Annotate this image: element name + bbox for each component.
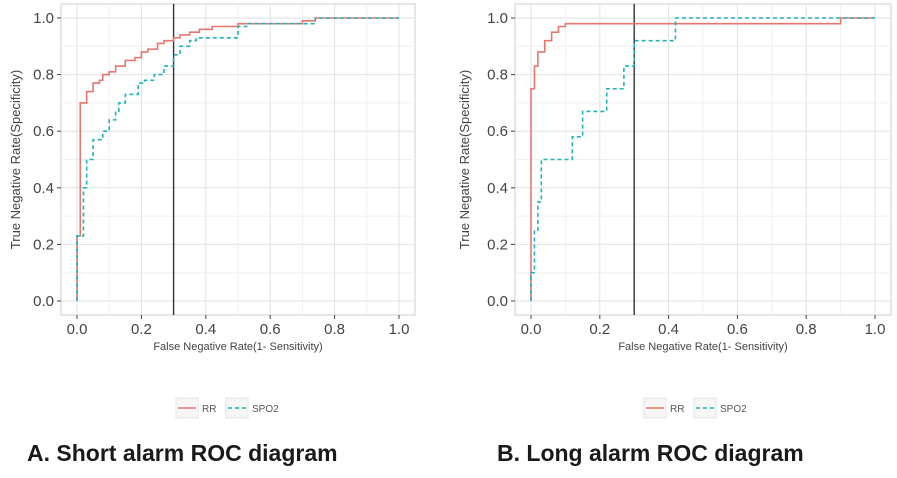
legend: RR SPO2: [175, 397, 279, 419]
y-tick-label: 0.8: [487, 67, 508, 84]
x-axis-title: False Negative Rate(1- Sensitivity): [153, 341, 322, 353]
x-tick-label: 0.2: [131, 321, 152, 338]
legend-label: RR: [202, 404, 216, 415]
roc-curve-rr: [76, 17, 399, 301]
short-alarm-roc-plot: 0.0 0.2 0.4 0.6 0.8 1.0 0.0 0.2 0.4 0.6 0.8 1.0 Fals…: [8, 3, 416, 419]
y-tick-label: 0.6: [33, 123, 54, 140]
y-axis-title: True Negative Rate(Specificity): [457, 70, 472, 249]
x-tick-label: 0.0: [67, 321, 88, 338]
short-alarm-roc-chart: 0.0 0.2 0.4 0.6 0.8 1.0 0.0 0.2 0.4 0.6 0.8 1.0 Fals…: [0, 0, 448, 478]
x-tick-label: 0.8: [796, 321, 817, 338]
y-tick-label: 0.2: [487, 236, 508, 253]
x-tick-label: 0.4: [658, 321, 679, 338]
roc-curve-rr: [530, 17, 875, 301]
long-alarm-roc-chart: 0.0 0.2 0.4 0.6 0.8 1.0 0.0 0.2 0.4 0.6 0.8 1.0 Fals…: [449, 0, 897, 478]
y-tick-label: 0.4: [487, 180, 508, 197]
x-tick-label: 1.0: [865, 321, 886, 338]
y-tick-label: 0.0: [33, 293, 54, 310]
x-tick-label: 0.2: [589, 321, 610, 338]
y-tick-label: 0.4: [33, 180, 54, 197]
y-axis-title: True Negative Rate(Specificity): [8, 70, 23, 249]
x-tick-label: 0.8: [324, 321, 345, 338]
legend: RR SPO2: [643, 397, 747, 419]
x-tick-label: 0.4: [195, 321, 216, 338]
y-tick-label: 0.8: [33, 67, 54, 84]
x-axis-title: False Negative Rate(1- Sensitivity): [618, 341, 787, 353]
roc-curve-spo2: [530, 17, 875, 301]
x-tick-label: 0.6: [260, 321, 281, 338]
y-tick-label: 0.6: [487, 123, 508, 140]
legend-label: SPO2: [720, 404, 747, 415]
x-tick-label: 0.0: [521, 321, 542, 338]
long-alarm-caption: B. Long alarm ROC diagram: [497, 440, 804, 466]
x-tick-label: 1.0: [389, 321, 410, 338]
long-alarm-roc-plot: 0.0 0.2 0.4 0.6 0.8 1.0 0.0 0.2 0.4 0.6 0.8 1.0 Fals…: [457, 3, 892, 419]
y-tick-label: 0.2: [33, 236, 54, 253]
legend-label: RR: [670, 404, 684, 415]
x-tick-label: 0.6: [727, 321, 748, 338]
legend-label: SPO2: [252, 404, 279, 415]
y-tick-label: 1.0: [33, 10, 54, 27]
short-alarm-caption: A. Short alarm ROC diagram: [27, 440, 338, 466]
y-tick-label: 1.0: [487, 10, 508, 27]
y-tick-label: 0.0: [487, 293, 508, 310]
